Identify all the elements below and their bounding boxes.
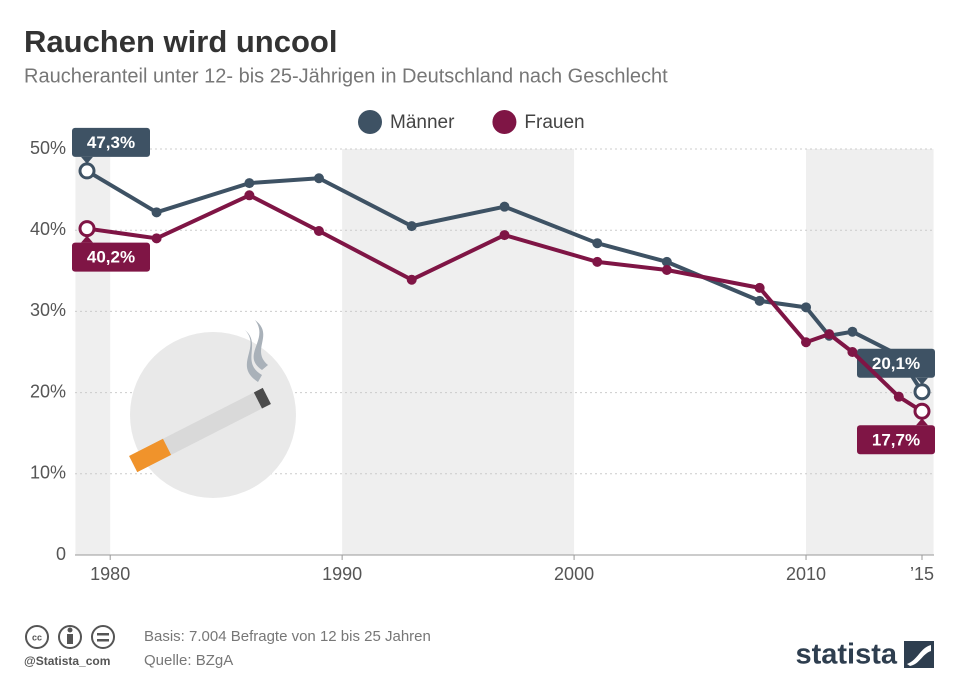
cigarette-icon <box>129 320 296 498</box>
footer-basis: Basis: 7.004 Befragte von 12 bis 25 Jahr… <box>144 628 431 645</box>
data-point <box>913 383 931 401</box>
data-point <box>406 274 417 285</box>
value-label-box <box>72 127 150 157</box>
footer-handle: @Statista_com <box>24 654 110 668</box>
value-label: 47,3% <box>87 133 135 152</box>
data-point <box>406 221 417 232</box>
x-tick-label: 1980 <box>90 564 130 584</box>
y-tick-label: 0 <box>56 544 66 564</box>
data-point <box>913 402 931 420</box>
data-point <box>592 238 603 249</box>
value-label-pointer <box>81 235 93 243</box>
x-tick-label: 2010 <box>786 564 826 584</box>
chart-subtitle: Raucheranteil unter 12- bis 25-Jährigen … <box>24 65 668 87</box>
data-point <box>499 230 510 241</box>
data-point <box>244 178 255 189</box>
y-tick-label: 30% <box>30 300 66 320</box>
legend-marker <box>358 110 382 134</box>
footer-source: Quelle: BZgA <box>144 652 233 669</box>
band <box>75 149 111 555</box>
y-tick-label: 20% <box>30 381 66 401</box>
data-point <box>313 226 324 237</box>
value-label: 20,1% <box>872 354 920 373</box>
data-point <box>151 233 162 244</box>
footer: cc @Statista_com Basis: 7.004 Befragte v… <box>24 625 934 671</box>
data-point <box>661 256 672 267</box>
value-label-box <box>857 425 935 455</box>
svg-text:cc: cc <box>32 632 42 642</box>
data-point <box>244 190 255 201</box>
data-point <box>499 201 510 212</box>
data-point <box>78 220 96 238</box>
data-point <box>313 173 324 184</box>
legend-label: Männer <box>390 112 455 133</box>
y-tick-label: 10% <box>30 463 66 483</box>
brand: statista <box>795 639 897 671</box>
data-point <box>151 207 162 218</box>
y-tick-label: 40% <box>30 219 66 239</box>
value-label-box <box>857 348 935 378</box>
y-tick-label: 50% <box>30 138 66 158</box>
x-tick-label: 1990 <box>322 564 362 584</box>
legend-marker <box>492 110 517 134</box>
chart-title: Rauchen wird uncool <box>24 24 337 59</box>
data-point <box>801 302 812 313</box>
data-point <box>754 295 765 306</box>
data-point <box>754 282 765 293</box>
value-label: 17,7% <box>872 430 920 449</box>
data-point <box>661 264 672 275</box>
data-point <box>801 337 812 348</box>
grid <box>75 148 934 556</box>
value-label-pointer <box>916 418 928 426</box>
value-label-pointer <box>81 156 93 164</box>
value-label-pointer <box>916 377 928 385</box>
data-point <box>824 329 835 340</box>
data-point <box>847 326 858 337</box>
data-point <box>78 162 96 180</box>
value-label: 40,2% <box>87 248 135 267</box>
x-tick-label: ’15 <box>910 564 934 584</box>
legend-label: Frauen <box>524 112 584 133</box>
value-label-box <box>72 242 150 272</box>
data-point <box>893 391 904 402</box>
data-point <box>592 256 603 267</box>
data-point <box>847 347 858 357</box>
x-tick-label: 2000 <box>554 564 594 584</box>
